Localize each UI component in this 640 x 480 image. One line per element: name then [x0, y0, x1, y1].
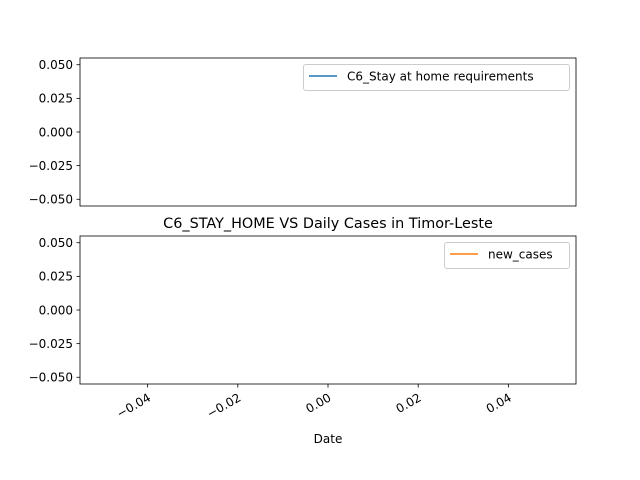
- legend-box: [444, 242, 570, 269]
- legend-label-stay-home: C6_Stay at home requirements: [347, 70, 534, 84]
- legend-label-new-cases: new_cases: [488, 248, 553, 262]
- legend: new_cases: [444, 242, 570, 269]
- y-tick-label: −0.025: [29, 159, 73, 173]
- y-tick-label: 0.025: [39, 92, 73, 106]
- chart-title: C6_STAY_HOME VS Daily Cases in Timor-Les…: [163, 216, 493, 232]
- subplot-new-cases: C6_STAY_HOME VS Daily Cases in Timor-Les…: [29, 216, 577, 446]
- y-axis-ticks: 0.050 0.025 0.000 −0.025 −0.050: [29, 236, 80, 385]
- y-axis-ticks: 0.050 0.025 0.000 −0.025 −0.050: [29, 58, 80, 207]
- legend: C6_Stay at home requirements: [303, 64, 570, 91]
- y-tick-label: −0.025: [29, 337, 73, 351]
- y-tick-label: −0.050: [29, 371, 73, 385]
- subplot-stay-home: 0.050 0.025 0.000 −0.025 −0.050 C6_Stay at h…: [29, 57, 577, 207]
- y-tick-label: −0.050: [29, 193, 73, 207]
- legend-box: [303, 64, 570, 91]
- y-tick-label: 0.000: [39, 125, 73, 139]
- y-tick-label: 0.025: [39, 270, 73, 284]
- y-tick-label: 0.000: [39, 303, 73, 317]
- x-axis-label: Date: [314, 432, 343, 446]
- y-tick-label: 0.050: [39, 236, 73, 250]
- y-tick-label: 0.050: [39, 58, 73, 72]
